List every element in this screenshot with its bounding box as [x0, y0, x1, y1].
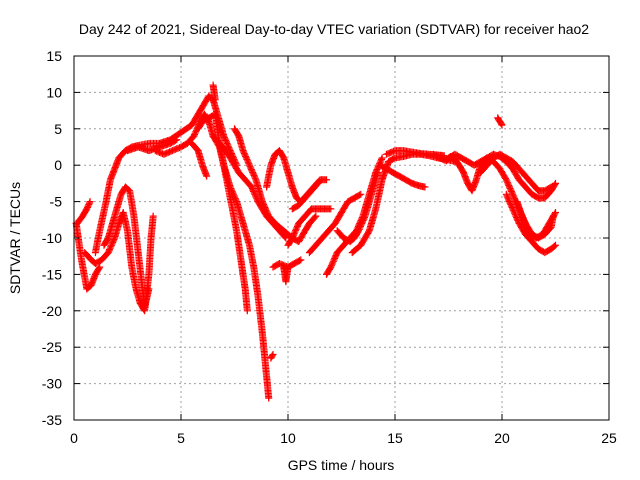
- y-tick-label: -15: [42, 266, 62, 282]
- data-point-marker: [552, 179, 559, 187]
- series-arc-06: [124, 136, 181, 155]
- series-arc-08: [194, 110, 273, 402]
- data-point-marker: [498, 121, 506, 129]
- data-point-marker: [323, 176, 331, 184]
- data-point-marker: [222, 136, 230, 144]
- data-point-marker: [296, 257, 304, 265]
- x-tick-label: 20: [494, 430, 510, 446]
- series-arc-02: [73, 198, 94, 227]
- data-point-marker: [312, 212, 320, 220]
- data-markers: [72, 81, 559, 402]
- data-point-marker: [269, 350, 277, 358]
- y-axis-label: SDTVAR / TECUs: [7, 182, 23, 294]
- data-point-marker: [314, 179, 322, 187]
- y-tick-label: -20: [42, 303, 62, 319]
- x-tick-label: 15: [387, 430, 403, 446]
- data-point-marker: [265, 394, 273, 402]
- data-point-marker: [421, 183, 429, 191]
- data-point-marker: [378, 155, 385, 163]
- series-arc-12: [231, 125, 320, 246]
- data-point-marker: [552, 209, 559, 217]
- data-point-marker: [546, 184, 554, 192]
- data-point-marker: [110, 236, 118, 243]
- series-arc-30: [513, 198, 559, 242]
- series-arc-01: [72, 219, 104, 293]
- series-arc-24: [382, 147, 448, 160]
- data-point-marker: [203, 172, 211, 180]
- y-tick-label: -35: [42, 412, 62, 428]
- axis-ticks: 0 5 10 15 20 25 15 10 5 0 -5 -10 -15 -20 -25 -30 -35: [42, 48, 617, 446]
- series-arc-17: [280, 263, 292, 286]
- data-point-marker: [552, 241, 559, 249]
- data-point-marker: [173, 136, 181, 144]
- y-tick-label: 15: [46, 48, 62, 64]
- data-point-marker: [248, 183, 256, 191]
- data-point-marker: [245, 160, 253, 168]
- series-arc-29: [502, 190, 559, 257]
- y-tick-label: 0: [54, 157, 62, 173]
- data-point-marker: [551, 210, 559, 218]
- y-tick-label: -25: [42, 339, 62, 355]
- y-tick-label: 10: [46, 84, 62, 100]
- data-point-marker: [145, 285, 153, 293]
- data-point-marker: [226, 183, 234, 191]
- x-tick-label: 10: [280, 430, 296, 446]
- data-point-marker: [378, 154, 386, 162]
- series-arc-13: [263, 147, 331, 206]
- data-point-marker: [268, 352, 276, 360]
- series-arc-21: [333, 168, 382, 246]
- data-point-marker: [550, 242, 558, 250]
- series-arc-05: [100, 183, 153, 311]
- y-tick-label: -10: [42, 230, 62, 246]
- data-point-marker: [243, 307, 251, 315]
- data-point-marker: [311, 213, 319, 221]
- data-point-marker: [497, 120, 505, 128]
- data-point-marker: [327, 205, 335, 213]
- series-arc-28: [494, 114, 506, 129]
- series-arc-10: [209, 81, 219, 104]
- data-point-marker: [511, 209, 519, 217]
- data-point-marker: [251, 173, 259, 181]
- y-tick-label: -30: [42, 376, 62, 392]
- data-point-marker: [86, 198, 94, 206]
- data-point-marker: [284, 263, 292, 271]
- data-point-marker: [505, 196, 513, 204]
- data-point-marker: [149, 212, 157, 220]
- series-arc-23: [376, 161, 429, 191]
- series-arc-19: [305, 190, 365, 257]
- data-point-marker: [85, 199, 93, 207]
- data-point-marker: [293, 222, 301, 230]
- data-point-marker: [551, 181, 559, 189]
- series-arc-18: [267, 350, 277, 362]
- data-point-marker: [95, 264, 103, 272]
- x-tick-label: 25: [601, 430, 617, 446]
- series-arc-27: [477, 150, 555, 195]
- data-point-marker: [104, 249, 112, 257]
- data-point-marker: [171, 136, 179, 144]
- data-point-marker: [297, 256, 305, 264]
- series-arc-15: [284, 205, 335, 249]
- x-axis-label: GPS time / hours: [288, 457, 395, 473]
- data-point-marker: [547, 183, 555, 191]
- data-point-marker: [357, 222, 364, 230]
- x-tick-label: 0: [70, 430, 78, 446]
- chart-title: Day 242 of 2021, Sidereal Day-to-day VTE…: [79, 21, 589, 37]
- data-point-marker: [211, 96, 219, 104]
- data-point-marker: [356, 191, 363, 199]
- series-arc-16: [288, 179, 322, 213]
- data-point-marker: [374, 168, 382, 176]
- data-point-marker: [357, 190, 365, 198]
- data-point-marker: [525, 227, 532, 235]
- series-arc-09: [188, 139, 211, 180]
- data-point-marker: [313, 180, 321, 188]
- data-point-marker: [329, 259, 337, 267]
- x-tick-label: 5: [177, 430, 185, 446]
- y-tick-label: 5: [54, 121, 62, 137]
- y-tick-label: -5: [50, 194, 63, 210]
